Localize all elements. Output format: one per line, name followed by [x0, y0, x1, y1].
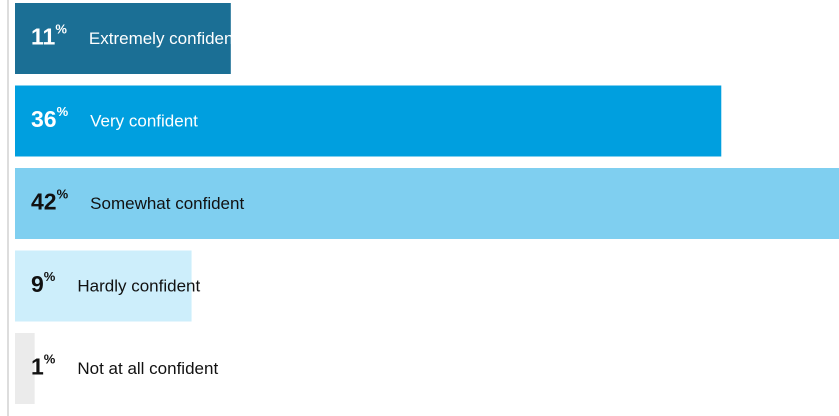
- bar: [15, 168, 839, 239]
- value-unit: %: [44, 352, 56, 367]
- category-label: Extremely confident: [89, 29, 239, 48]
- value-number: 9: [31, 271, 44, 297]
- value-unit: %: [57, 104, 69, 119]
- value-number: 11: [31, 24, 56, 50]
- category-label: Not at all confident: [77, 359, 218, 378]
- category-label: Hardly confident: [77, 276, 200, 295]
- value-number: 1: [31, 354, 44, 380]
- value-unit: %: [44, 269, 56, 284]
- bar: [15, 250, 192, 322]
- value-label: 9%: [31, 269, 56, 297]
- bar: [15, 333, 35, 404]
- value-number: 42: [31, 189, 57, 215]
- value-label: 1%: [31, 352, 56, 380]
- bar: [15, 3, 231, 74]
- category-label: Very confident: [90, 111, 198, 130]
- value-label: 36%: [31, 104, 69, 132]
- value-unit: %: [57, 187, 69, 202]
- category-label: Somewhat confident: [90, 194, 244, 213]
- value-label: 11%: [31, 22, 67, 50]
- value-number: 36: [31, 106, 57, 132]
- value-label: 42%: [31, 187, 69, 215]
- bar: [15, 85, 722, 157]
- value-unit: %: [55, 22, 67, 37]
